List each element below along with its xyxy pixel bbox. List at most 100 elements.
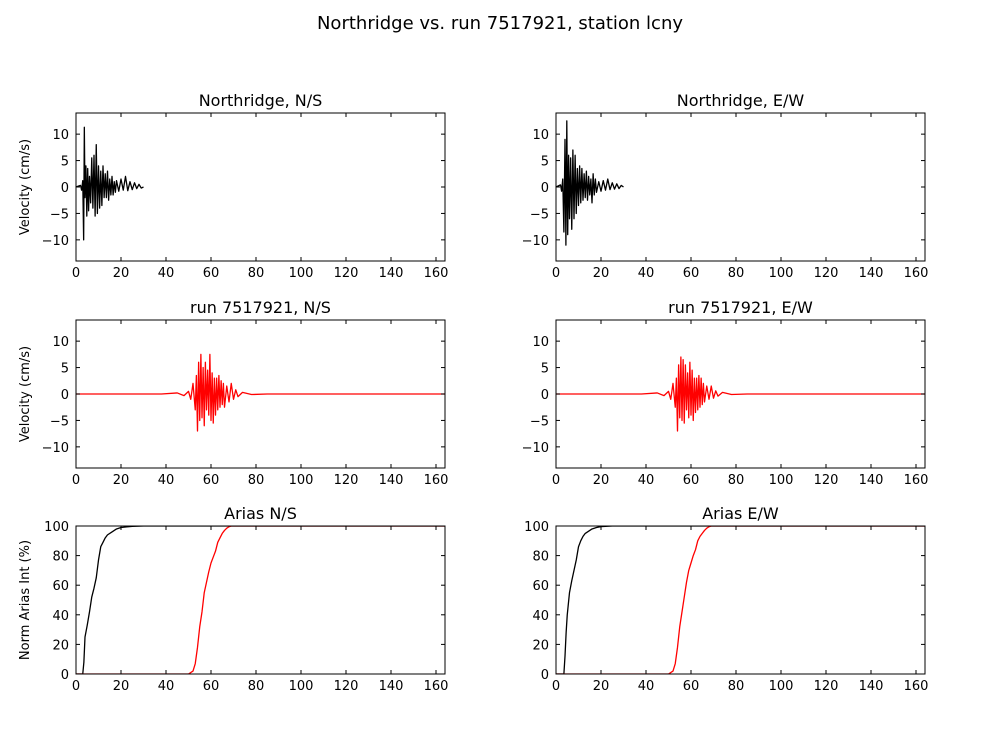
x-tick-label: 40 [158, 679, 175, 694]
x-tick-label: 20 [113, 473, 130, 488]
x-tick-label: 100 [769, 679, 794, 694]
x-tick-label: 140 [379, 679, 404, 694]
axes-frame [75, 525, 446, 675]
y-tick-label: −10 [42, 441, 69, 456]
x-tick-label: 80 [728, 266, 745, 281]
x-tick-label: 160 [424, 679, 449, 694]
x-tick-label: 80 [728, 679, 745, 694]
y-axis-label: Velocity (cm/s) [18, 346, 33, 442]
subplot-title: run 7517921, N/S [190, 298, 331, 317]
subplot-title: run 7517921, E/W [668, 298, 813, 317]
x-tick-label: 40 [638, 679, 655, 694]
x-tick-label: 60 [683, 473, 700, 488]
y-tick-label: 0 [541, 388, 549, 403]
y-tick-label: −5 [530, 207, 549, 222]
x-tick-label: 20 [593, 473, 610, 488]
subplot-3: 0 20 40 60 80 100 120 140 160 −10 −5 0 5 10 run 751792… [18, 298, 448, 488]
y-tick-label: 40 [532, 609, 549, 624]
y-tick-label: 100 [524, 520, 549, 535]
axes-frame [555, 525, 926, 675]
series-line-1 [76, 526, 445, 674]
y-tick-label: 80 [532, 550, 549, 565]
subplot-4: 0 20 40 60 80 100 120 140 160 −10 −5 0 5 10 run 751792… [522, 298, 929, 488]
x-tick-label: 140 [859, 473, 884, 488]
x-tick-label: 40 [158, 266, 175, 281]
y-tick-label: −5 [50, 207, 69, 222]
y-tick-label: 20 [532, 638, 549, 653]
x-tick-label: 160 [424, 266, 449, 281]
y-tick-label: −10 [522, 234, 549, 249]
x-tick-label: 120 [814, 679, 839, 694]
x-tick-label: 120 [334, 473, 359, 488]
series-line-1 [556, 120, 624, 246]
series-line-2 [76, 526, 445, 674]
x-tick-label: 80 [248, 679, 265, 694]
y-tick-label: 20 [52, 638, 69, 653]
x-tick-label: 120 [334, 679, 359, 694]
y-axis-label: Velocity (cm/s) [18, 139, 33, 235]
x-tick-label: 0 [72, 679, 80, 694]
x-tick-label: 40 [638, 473, 655, 488]
subplot-1: 0 20 40 60 80 100 120 140 160 −10 −5 0 5 10 Northridge… [18, 91, 448, 281]
subplot-5: 0 20 40 60 80 100 120 140 160 0 20 40 60 80 100 Arias N… [18, 504, 448, 694]
y-tick-label: 0 [541, 668, 549, 683]
y-axis-label: Norm Arias Int (%) [18, 540, 33, 660]
series-line-1 [76, 126, 144, 241]
x-tick-label: 120 [334, 266, 359, 281]
series-line-1 [556, 356, 925, 432]
x-tick-label: 0 [72, 473, 80, 488]
x-tick-label: 60 [683, 679, 700, 694]
x-tick-label: 160 [904, 679, 929, 694]
y-tick-label: 0 [61, 668, 69, 683]
x-tick-label: 120 [814, 473, 839, 488]
subplot-6: 0 20 40 60 80 100 120 140 160 0 20 40 60 80 100 Arias E… [524, 504, 928, 694]
x-tick-label: 60 [203, 679, 220, 694]
x-tick-label: 80 [728, 473, 745, 488]
x-tick-label: 140 [379, 266, 404, 281]
x-tick-label: 100 [289, 266, 314, 281]
series-line-1 [76, 353, 445, 432]
y-tick-label: 10 [52, 128, 69, 143]
x-tick-label: 140 [859, 266, 884, 281]
x-tick-label: 100 [769, 473, 794, 488]
y-tick-label: −10 [42, 234, 69, 249]
series-line-1 [556, 526, 925, 674]
x-tick-label: 140 [379, 473, 404, 488]
y-tick-label: 0 [61, 181, 69, 196]
subplot-title: Arias E/W [702, 504, 779, 523]
subplot-2: 0 20 40 60 80 100 120 140 160 −10 −5 0 5 10 Northridge… [522, 91, 929, 281]
subplot-title: Northridge, N/S [199, 91, 323, 110]
y-tick-label: 60 [532, 579, 549, 594]
x-tick-label: 120 [814, 266, 839, 281]
x-tick-label: 20 [593, 679, 610, 694]
x-tick-label: 60 [203, 266, 220, 281]
subplot-title: Arias N/S [224, 504, 297, 523]
y-tick-label: 100 [44, 520, 69, 535]
x-tick-label: 140 [859, 679, 884, 694]
y-tick-label: 5 [541, 155, 549, 170]
x-tick-label: 100 [769, 266, 794, 281]
x-tick-label: 160 [424, 473, 449, 488]
subplot-grid: 0 20 40 60 80 100 120 140 160−10−50510Northridge… [18, 91, 928, 694]
x-tick-label: 100 [289, 473, 314, 488]
figure-title: Northridge vs. run 7517921, station lcny [317, 13, 683, 34]
x-tick-label: 80 [248, 473, 265, 488]
y-tick-label: −10 [522, 441, 549, 456]
y-tick-label: 0 [61, 388, 69, 403]
y-tick-label: 10 [532, 128, 549, 143]
y-tick-label: 10 [52, 335, 69, 350]
y-tick-label: 60 [52, 579, 69, 594]
x-tick-label: 40 [158, 473, 175, 488]
x-tick-label: 60 [683, 266, 700, 281]
x-tick-label: 60 [203, 473, 220, 488]
y-tick-label: 10 [532, 335, 549, 350]
series-line-2 [556, 526, 925, 674]
x-tick-label: 100 [289, 679, 314, 694]
y-tick-label: 0 [541, 181, 549, 196]
x-tick-label: 0 [72, 266, 80, 281]
y-tick-label: 80 [52, 550, 69, 565]
y-tick-label: −5 [50, 414, 69, 429]
y-tick-label: −5 [530, 414, 549, 429]
